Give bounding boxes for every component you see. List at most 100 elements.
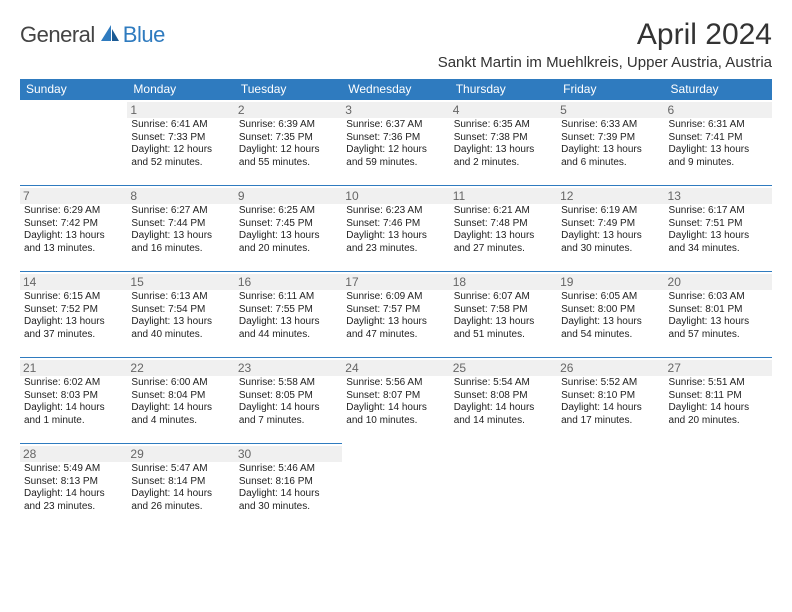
calendar-week-row: 28Sunrise: 5:49 AMSunset: 8:13 PMDayligh… xyxy=(20,444,772,530)
cell-line: Daylight: 13 hours xyxy=(561,144,660,157)
brand-logo: General Blue xyxy=(20,22,165,48)
cell-line: and 55 minutes. xyxy=(239,157,338,170)
calendar-cell: 17Sunrise: 6:09 AMSunset: 7:57 PMDayligh… xyxy=(342,272,449,358)
cell-line: Sunset: 8:10 PM xyxy=(561,390,660,403)
cell-line: and 37 minutes. xyxy=(24,329,123,342)
cell-line: Sunset: 8:13 PM xyxy=(24,476,123,489)
calendar-cell: 24Sunrise: 5:56 AMSunset: 8:07 PMDayligh… xyxy=(342,358,449,444)
calendar-cell: 4Sunrise: 6:35 AMSunset: 7:38 PMDaylight… xyxy=(450,100,557,186)
cell-line: Sunrise: 6:37 AM xyxy=(346,119,445,132)
cell-line: Sunset: 7:46 PM xyxy=(346,218,445,231)
cell-line: and 6 minutes. xyxy=(561,157,660,170)
cell-line: Sunset: 7:33 PM xyxy=(131,132,230,145)
cell-line: Daylight: 13 hours xyxy=(669,230,768,243)
cell-line: Daylight: 13 hours xyxy=(454,230,553,243)
calendar-cell: 5Sunrise: 6:33 AMSunset: 7:39 PMDaylight… xyxy=(557,100,664,186)
cell-line: Sunset: 8:03 PM xyxy=(24,390,123,403)
cell-line: and 7 minutes. xyxy=(239,415,338,428)
sail-icon xyxy=(99,23,121,48)
cell-line: Sunrise: 6:35 AM xyxy=(454,119,553,132)
cell-line: and 9 minutes. xyxy=(669,157,768,170)
calendar-cell: 18Sunrise: 6:07 AMSunset: 7:58 PMDayligh… xyxy=(450,272,557,358)
calendar-cell: 30Sunrise: 5:46 AMSunset: 8:16 PMDayligh… xyxy=(235,444,342,530)
day-number: 3 xyxy=(342,102,449,118)
cell-line: Sunset: 7:48 PM xyxy=(454,218,553,231)
cell-line: Daylight: 13 hours xyxy=(454,144,553,157)
cell-line: Sunset: 7:41 PM xyxy=(669,132,768,145)
brand-part2: Blue xyxy=(123,22,165,47)
cell-line: Daylight: 13 hours xyxy=(239,230,338,243)
cell-line: Sunset: 7:45 PM xyxy=(239,218,338,231)
cell-line: Daylight: 13 hours xyxy=(561,230,660,243)
calendar-cell: 8Sunrise: 6:27 AMSunset: 7:44 PMDaylight… xyxy=(127,186,234,272)
cell-line: Sunrise: 6:00 AM xyxy=(131,377,230,390)
cell-line: Sunrise: 6:41 AM xyxy=(131,119,230,132)
calendar-cell: 13Sunrise: 6:17 AMSunset: 7:51 PMDayligh… xyxy=(665,186,772,272)
cell-line: Sunrise: 6:25 AM xyxy=(239,205,338,218)
cell-line: and 20 minutes. xyxy=(239,243,338,256)
cell-line: Sunset: 8:14 PM xyxy=(131,476,230,489)
cell-line: and 51 minutes. xyxy=(454,329,553,342)
calendar-cell: 23Sunrise: 5:58 AMSunset: 8:05 PMDayligh… xyxy=(235,358,342,444)
day-number: 1 xyxy=(127,102,234,118)
cell-line: Sunset: 7:35 PM xyxy=(239,132,338,145)
cell-line: Sunset: 7:49 PM xyxy=(561,218,660,231)
cell-line: Sunrise: 6:33 AM xyxy=(561,119,660,132)
cell-line: and 44 minutes. xyxy=(239,329,338,342)
column-header: Saturday xyxy=(665,79,772,100)
cell-line: and 20 minutes. xyxy=(669,415,768,428)
cell-line: Sunset: 8:01 PM xyxy=(669,304,768,317)
day-number: 9 xyxy=(235,188,342,204)
calendar-cell: 22Sunrise: 6:00 AMSunset: 8:04 PMDayligh… xyxy=(127,358,234,444)
column-header: Friday xyxy=(557,79,664,100)
brand-part1: General xyxy=(20,22,95,48)
day-number: 18 xyxy=(450,274,557,290)
cell-line: Sunrise: 6:27 AM xyxy=(131,205,230,218)
cell-line: Sunset: 7:52 PM xyxy=(24,304,123,317)
cell-line: Sunset: 8:04 PM xyxy=(131,390,230,403)
calendar-table: SundayMondayTuesdayWednesdayThursdayFrid… xyxy=(20,79,772,530)
cell-line: Daylight: 12 hours xyxy=(239,144,338,157)
day-number: 10 xyxy=(342,188,449,204)
cell-line: Sunrise: 6:23 AM xyxy=(346,205,445,218)
cell-line: Sunrise: 5:54 AM xyxy=(454,377,553,390)
cell-line: Sunrise: 6:15 AM xyxy=(24,291,123,304)
cell-line: Daylight: 14 hours xyxy=(24,402,123,415)
cell-line: Daylight: 14 hours xyxy=(669,402,768,415)
calendar-cell: 6Sunrise: 6:31 AMSunset: 7:41 PMDaylight… xyxy=(665,100,772,186)
cell-line: Sunset: 7:54 PM xyxy=(131,304,230,317)
column-header: Thursday xyxy=(450,79,557,100)
calendar-cell: 21Sunrise: 6:02 AMSunset: 8:03 PMDayligh… xyxy=(20,358,127,444)
day-number: 14 xyxy=(20,274,127,290)
cell-line: Daylight: 12 hours xyxy=(346,144,445,157)
cell-line: Daylight: 14 hours xyxy=(346,402,445,415)
cell-line: Sunset: 7:39 PM xyxy=(561,132,660,145)
calendar-cell: 7Sunrise: 6:29 AMSunset: 7:42 PMDaylight… xyxy=(20,186,127,272)
cell-line: Daylight: 14 hours xyxy=(131,402,230,415)
cell-line: Daylight: 14 hours xyxy=(561,402,660,415)
calendar-cell xyxy=(450,444,557,530)
day-number: 8 xyxy=(127,188,234,204)
cell-line: and 30 minutes. xyxy=(239,501,338,514)
cell-line: Daylight: 14 hours xyxy=(239,402,338,415)
cell-line: and 59 minutes. xyxy=(346,157,445,170)
cell-line: Sunrise: 5:51 AM xyxy=(669,377,768,390)
calendar-cell: 3Sunrise: 6:37 AMSunset: 7:36 PMDaylight… xyxy=(342,100,449,186)
cell-line: and 27 minutes. xyxy=(454,243,553,256)
cell-line: Sunset: 7:58 PM xyxy=(454,304,553,317)
cell-line: Sunrise: 6:07 AM xyxy=(454,291,553,304)
cell-line: and 57 minutes. xyxy=(669,329,768,342)
calendar-week-row: 21Sunrise: 6:02 AMSunset: 8:03 PMDayligh… xyxy=(20,358,772,444)
day-number: 29 xyxy=(127,446,234,462)
cell-line: Daylight: 13 hours xyxy=(24,316,123,329)
calendar-cell: 2Sunrise: 6:39 AMSunset: 7:35 PMDaylight… xyxy=(235,100,342,186)
cell-line: and 17 minutes. xyxy=(561,415,660,428)
cell-line: Sunrise: 5:46 AM xyxy=(239,463,338,476)
calendar-cell xyxy=(557,444,664,530)
cell-line: Sunrise: 6:21 AM xyxy=(454,205,553,218)
calendar-cell: 28Sunrise: 5:49 AMSunset: 8:13 PMDayligh… xyxy=(20,444,127,530)
day-number: 15 xyxy=(127,274,234,290)
cell-line: Sunset: 7:42 PM xyxy=(24,218,123,231)
cell-line: Daylight: 14 hours xyxy=(131,488,230,501)
cell-line: Sunrise: 5:49 AM xyxy=(24,463,123,476)
